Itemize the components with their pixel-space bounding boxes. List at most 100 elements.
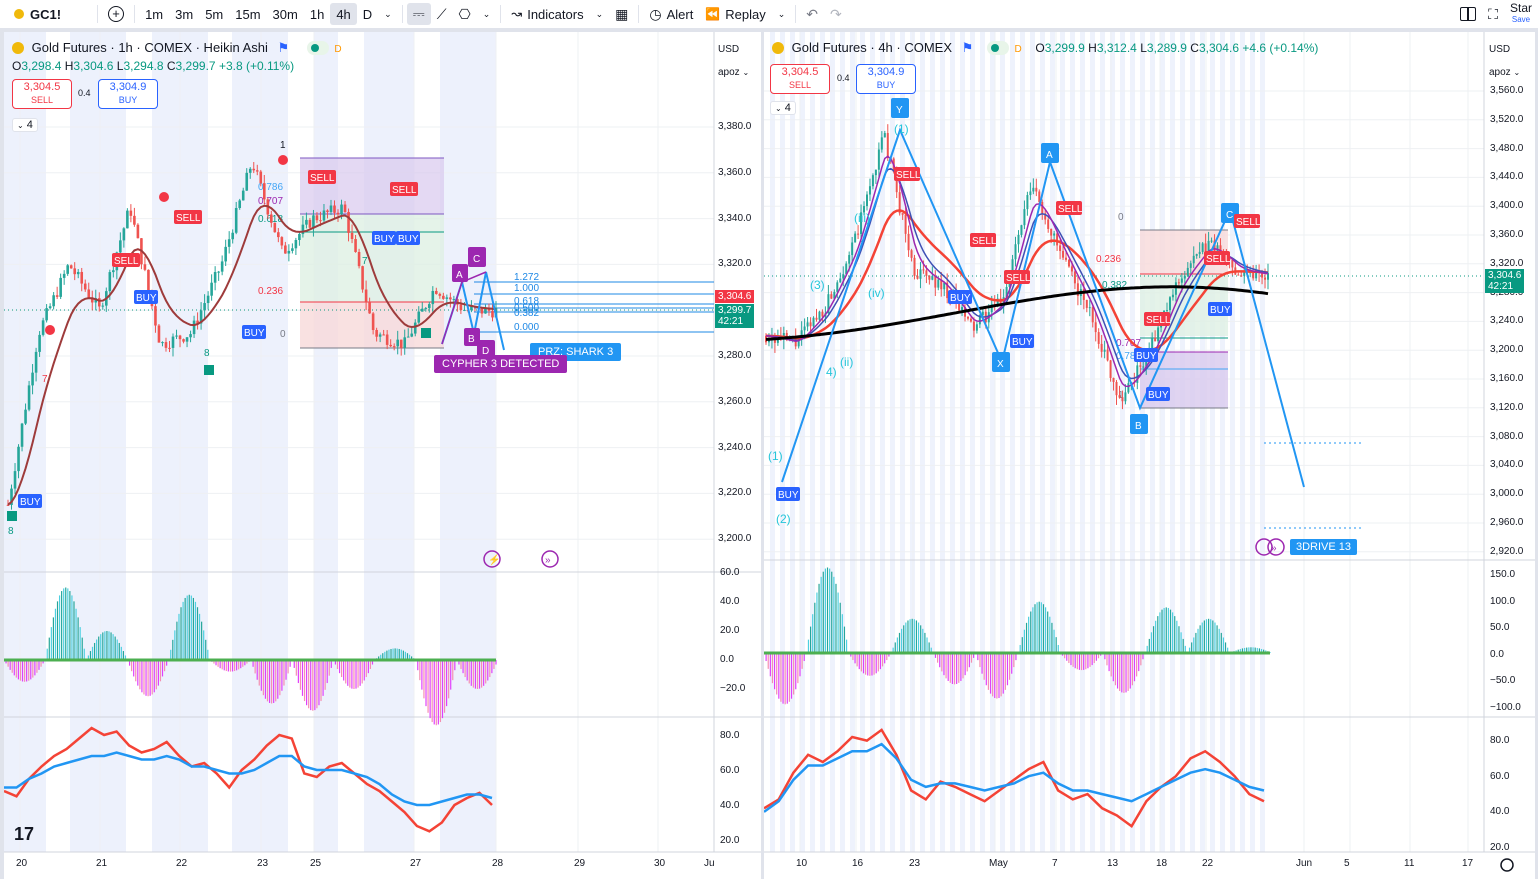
candle bbox=[1157, 327, 1160, 342]
lightning-circle-icon[interactable] bbox=[483, 550, 501, 568]
candle bbox=[196, 320, 199, 324]
left-currency[interactable]: USD bbox=[718, 44, 740, 55]
pattern-point-x: X bbox=[992, 352, 1010, 372]
session-stripe bbox=[1140, 32, 1145, 852]
candle bbox=[937, 279, 940, 288]
left-sell-button[interactable]: 3,304.5 SELL bbox=[12, 79, 72, 109]
replay-dropdown[interactable]: ⌄ bbox=[772, 0, 792, 28]
candle bbox=[157, 325, 161, 343]
interval-15m[interactable]: 15m bbox=[235, 6, 261, 22]
count-label: 7 bbox=[362, 256, 368, 267]
candle bbox=[69, 265, 73, 269]
svg-text:BUY: BUY bbox=[778, 490, 799, 501]
sell-price: 3,304.5 bbox=[23, 81, 61, 93]
count-label: 8 bbox=[8, 526, 14, 537]
right-currency[interactable]: USD bbox=[1489, 44, 1511, 55]
alert-button[interactable]: ◷ Alert bbox=[643, 0, 699, 28]
candle bbox=[1171, 294, 1174, 298]
session-stripe bbox=[1190, 32, 1195, 852]
signal-buy: BUY bbox=[1010, 334, 1034, 348]
right-scale-mode[interactable]: apoz ⌄ bbox=[1489, 67, 1521, 78]
session-stripe bbox=[1200, 32, 1205, 852]
right-indicator-toggle[interactable]: ⌄ 4 bbox=[770, 101, 796, 115]
replay-label: Replay bbox=[725, 6, 766, 22]
indicators-button[interactable]: ↝ Indicators bbox=[505, 0, 589, 28]
session-stripe bbox=[780, 32, 785, 852]
session-stripe bbox=[950, 32, 955, 852]
candle bbox=[55, 295, 59, 297]
svg-text:SELL: SELL bbox=[896, 170, 921, 181]
chevron-down-icon: ⌄ bbox=[742, 68, 750, 77]
left-chart-panel[interactable]: 0.786 0.707 0.618 0.236 0 1.272 1.000 0.… bbox=[4, 32, 761, 879]
candle bbox=[287, 250, 291, 254]
right-chart-svg[interactable]: 0 0.236 0.382 0.707 0.786 1 Y A X B C (3… bbox=[764, 32, 1535, 879]
price-tick-label: 3,040.0 bbox=[1490, 459, 1524, 471]
redo-button[interactable]: ↷ bbox=[824, 0, 848, 28]
svg-text:SELL: SELL bbox=[972, 236, 997, 247]
candle bbox=[910, 250, 913, 258]
layout-toggle-button[interactable] bbox=[1454, 0, 1482, 28]
signal-sell: SELL bbox=[1004, 270, 1031, 284]
candle bbox=[1020, 225, 1023, 235]
drawing-button[interactable]: ⟋ bbox=[431, 0, 453, 28]
time-tick-label: 21 bbox=[96, 858, 108, 869]
interval-1m[interactable]: 1m bbox=[145, 6, 164, 22]
symbol-search[interactable]: GC1! bbox=[0, 0, 67, 28]
add-symbol-button[interactable]: + bbox=[102, 0, 130, 28]
sell-label: SELL bbox=[30, 95, 54, 105]
candle bbox=[940, 279, 943, 290]
left-indicator-toggle[interactable]: ⌄ 4 bbox=[12, 118, 38, 132]
signal-sell: SELL bbox=[894, 167, 921, 181]
rsi-tick-label: 40.0 bbox=[720, 800, 740, 811]
interval-4h[interactable]: 4h bbox=[330, 3, 357, 25]
indicators-dropdown[interactable]: ⌄ bbox=[590, 0, 610, 28]
interval-5m[interactable]: 5m bbox=[205, 6, 224, 22]
signal-buy: BUY bbox=[372, 231, 396, 245]
left-chart-svg[interactable]: 0.786 0.707 0.618 0.236 0 1.272 1.000 0.… bbox=[4, 32, 761, 879]
candle bbox=[961, 307, 964, 311]
left-chart-title[interactable]: Gold Futures · 1h · COMEX · Heikin Ashi bbox=[31, 40, 268, 55]
signal-buy: BUY bbox=[1208, 302, 1232, 316]
chart-type-button[interactable]: ⎓ bbox=[406, 3, 431, 25]
candle bbox=[126, 210, 129, 229]
right-buy-button[interactable]: 3,304.9 BUY bbox=[856, 64, 916, 94]
right-sell-button[interactable]: 3,304.5 SELL bbox=[770, 64, 830, 94]
fib-level-label: 0.236 bbox=[1096, 254, 1121, 265]
left-buy-button[interactable]: 3,304.9 BUY bbox=[98, 79, 158, 109]
right-chart-panel[interactable]: 0 0.236 0.382 0.707 0.786 1 Y A X B C (3… bbox=[764, 32, 1535, 879]
candle bbox=[143, 264, 147, 270]
forward-circle-icon[interactable] bbox=[541, 550, 559, 568]
interval-3m[interactable]: 3m bbox=[175, 6, 194, 22]
candle bbox=[1118, 395, 1121, 398]
interval-1h[interactable]: 1h bbox=[309, 6, 325, 22]
left-scale-mode[interactable]: apoz ⌄ bbox=[718, 67, 750, 78]
interval-30m[interactable]: 30m bbox=[272, 6, 298, 22]
lightning-circle-icon[interactable] bbox=[1255, 538, 1273, 556]
layout-button[interactable]: ▦ bbox=[609, 0, 634, 28]
session-stripe bbox=[1210, 32, 1215, 852]
right-chart-title[interactable]: Gold Futures · 4h · COMEX bbox=[791, 40, 953, 55]
indicator-count: 4 bbox=[784, 102, 791, 114]
price-tick-label: 3,080.0 bbox=[1490, 430, 1524, 442]
settings-icon[interactable] bbox=[1500, 858, 1514, 872]
fullscreen-button[interactable]: ⛶ bbox=[1482, 0, 1504, 28]
save-button[interactable]: Star Save bbox=[1504, 0, 1538, 28]
chart-type-dropdown[interactable]: ⌄ bbox=[477, 0, 497, 28]
candle bbox=[901, 213, 904, 215]
undo-button[interactable]: ↶ bbox=[800, 0, 824, 28]
signal-sell: SELL bbox=[1234, 214, 1261, 228]
candle bbox=[919, 269, 922, 279]
session-stripe bbox=[1250, 32, 1255, 852]
interval-d[interactable]: D bbox=[362, 6, 373, 22]
tradingview-logo: 17 bbox=[14, 824, 34, 844]
time-tick-label: 16 bbox=[852, 858, 864, 869]
interval-dropdown[interactable]: ⌄ bbox=[378, 0, 398, 28]
price-tick-label: 3,200.0 bbox=[1490, 344, 1524, 356]
candle bbox=[877, 149, 880, 170]
candle bbox=[990, 303, 993, 313]
compare-button[interactable]: ⎔ bbox=[453, 0, 477, 28]
candle bbox=[129, 210, 133, 216]
replay-button[interactable]: ⏪ Replay bbox=[699, 0, 771, 28]
svg-text:SELL: SELL bbox=[114, 256, 139, 267]
forward-circle-icon[interactable] bbox=[1267, 538, 1285, 556]
